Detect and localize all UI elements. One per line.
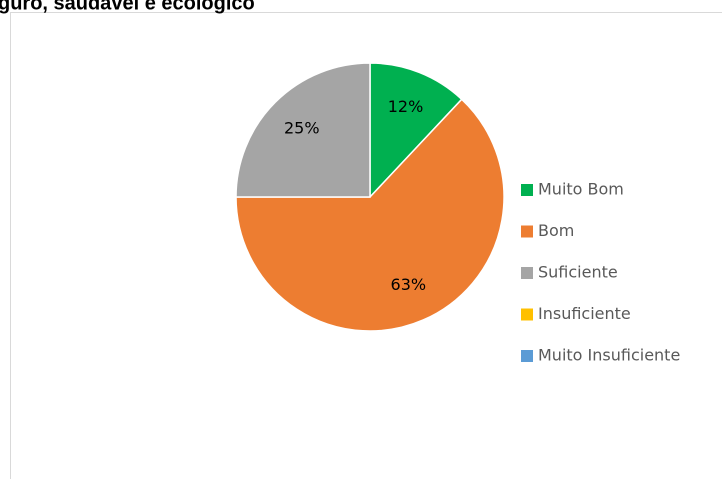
legend-label: Bom bbox=[538, 221, 574, 240]
legend-label: Muito Bom bbox=[538, 180, 624, 199]
data-label: 63% bbox=[391, 275, 427, 294]
legend-label: Insuficiente bbox=[538, 304, 631, 323]
data-label: 12% bbox=[388, 97, 424, 116]
legend-label: Suficiente bbox=[538, 263, 618, 282]
pie-slice bbox=[235, 62, 371, 198]
pie-slice bbox=[235, 98, 505, 332]
data-label: 25% bbox=[284, 118, 320, 137]
chart-border bbox=[10, 12, 722, 479]
pie-slice bbox=[369, 62, 463, 199]
legend-swatch bbox=[521, 225, 533, 238]
legend-swatch bbox=[521, 308, 533, 321]
legend-swatch bbox=[521, 350, 533, 362]
chart-title: guro, saudável e ecológico bbox=[0, 0, 255, 14]
legend-swatch bbox=[521, 184, 533, 196]
legend-swatch bbox=[521, 267, 533, 279]
legend-label: Muito Insuficiente bbox=[538, 346, 680, 365]
